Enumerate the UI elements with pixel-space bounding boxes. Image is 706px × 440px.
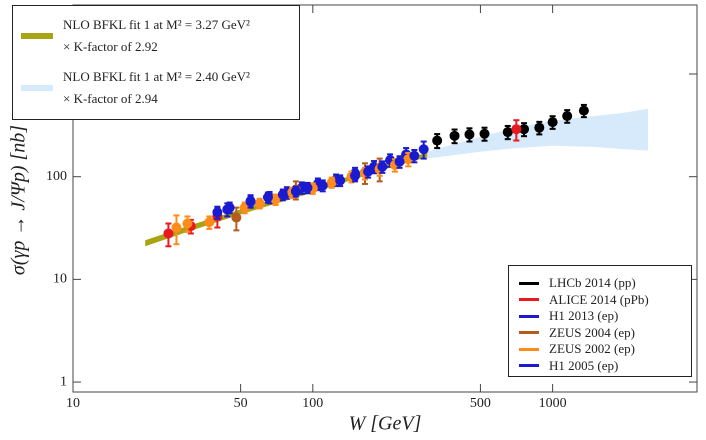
legend-label: LHCb 2014 (pp) (549, 275, 636, 290)
legend-label: H1 2005 (ep) (549, 357, 619, 373)
point (224, 202, 235, 213)
legend-swatch (519, 281, 539, 285)
legend-swatch (519, 298, 539, 301)
legend-label: ZEUS 2002 (ep) (549, 341, 635, 356)
point (302, 182, 313, 193)
point (245, 196, 256, 207)
plot-frame (72, 4, 698, 393)
x-tick-label: 50 (234, 396, 248, 411)
point (262, 192, 273, 203)
point (519, 124, 530, 135)
x-tick-label: 500 (470, 396, 491, 411)
point (418, 144, 429, 155)
point (290, 186, 301, 197)
series (212, 148, 420, 220)
legend-entry: NLO BFKL fit 1 at M² = 3.27 GeV² × K-fac… (21, 14, 250, 58)
legend-label: ZEUS 2004 (ep) (549, 324, 635, 340)
x-tick-label: 100 (302, 396, 323, 411)
band-legend: NLO BFKL fit 1 at M² = 3.27 GeV² × K-fac… (12, 5, 300, 120)
legend: LHCb 2014 (pp) ALICE 2014 (pPb) H1 2013 (e… (508, 265, 692, 377)
point (326, 177, 337, 188)
y-tick-label: 100 (46, 169, 67, 184)
x-axis-title: W [GeV] (349, 413, 422, 435)
point (212, 207, 223, 218)
point (547, 117, 558, 128)
legend-swatch (519, 314, 539, 318)
point (449, 130, 460, 141)
point (204, 217, 215, 228)
point (350, 170, 361, 181)
legend-entry: H1 2005 (ep) (519, 355, 618, 377)
point (464, 129, 475, 140)
point (562, 111, 573, 121)
point (479, 128, 490, 139)
legend-swatch (21, 85, 53, 91)
legend-entry: ZEUS 2004 (ep) (519, 322, 635, 344)
point (578, 105, 589, 116)
legend-label: NLO BFKL fit 1 at M² = 2.40 GeV² × K-fac… (63, 69, 250, 106)
point (231, 212, 242, 223)
point (409, 150, 420, 161)
legend-swatch (519, 331, 539, 334)
point (317, 180, 328, 191)
legend-entry: ZEUS 2002 (ep) (519, 338, 635, 360)
y-axis-title: σ(γp → J/Ψp) [nb] (8, 125, 30, 275)
point (432, 135, 443, 146)
point (335, 175, 346, 186)
x-tick-label: 1000 (539, 396, 567, 411)
point (254, 198, 265, 209)
point (363, 166, 374, 177)
point (277, 189, 288, 200)
point (182, 218, 193, 229)
point (502, 127, 513, 138)
x-tick-label: 10 (66, 396, 80, 411)
point (394, 156, 405, 167)
y-tick-label: 1 (60, 374, 67, 389)
point (511, 124, 522, 135)
legend-label: NLO BFKL fit 1 at M² = 3.27 GeV² × K-fac… (63, 17, 250, 54)
bands (145, 108, 648, 247)
legend-swatch (519, 364, 539, 367)
legend-label: H1 2013 (ep) (549, 308, 619, 323)
point (377, 161, 388, 172)
point (171, 222, 182, 233)
point (163, 228, 174, 239)
point (534, 122, 545, 133)
legend-entry: LHCb 2014 (pp) (519, 272, 636, 294)
legend-entry: ALICE 2014 (pPb) (519, 289, 649, 311)
series (432, 103, 589, 150)
series (231, 157, 385, 232)
y-tick-label: 10 (53, 272, 67, 287)
legend-swatch (21, 33, 53, 39)
legend-label: ALICE 2014 (pPb) (549, 291, 649, 307)
legend-entry: H1 2013 (ep) (519, 305, 618, 327)
legend-swatch (519, 347, 539, 351)
point (270, 194, 281, 205)
legend-entry: NLO BFKL fit 1 at M² = 2.40 GeV² × K-fac… (21, 66, 250, 110)
series (171, 152, 414, 246)
